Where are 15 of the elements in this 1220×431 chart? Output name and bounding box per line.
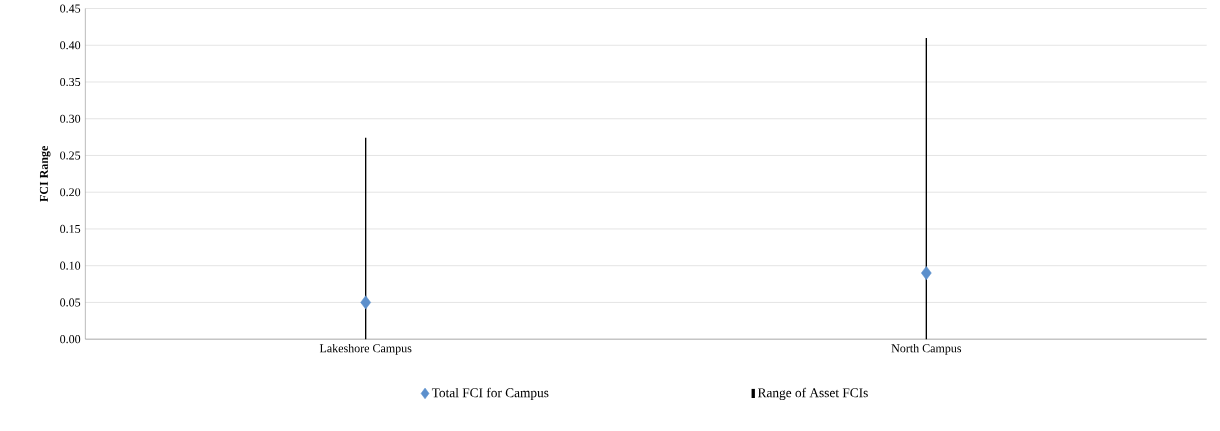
y-tick-label: 0.45 (60, 4, 81, 13)
y-tick-label: 0.05 (60, 298, 81, 307)
y-tick-label: 0.35 (60, 77, 81, 86)
y-tick-label: 0.10 (60, 261, 81, 270)
legend-label: Total FCI for Campus (431, 387, 549, 400)
y-tick-label: 0.15 (60, 224, 81, 233)
y-tick-label: 0.40 (60, 41, 81, 50)
y-tick-label: 0.30 (60, 114, 81, 123)
legend-label: Range of Asset FCIs (757, 387, 868, 400)
x-tick-label: Lakeshore Campus (319, 343, 412, 355)
y-tick-label: 0.20 (60, 188, 81, 197)
x-tick-label: North Campus (891, 343, 962, 355)
y-axis-title: FCI Range (39, 145, 51, 202)
y-tick-label: 0.00 (60, 335, 81, 344)
y-tick-label: 0.25 (60, 151, 81, 160)
